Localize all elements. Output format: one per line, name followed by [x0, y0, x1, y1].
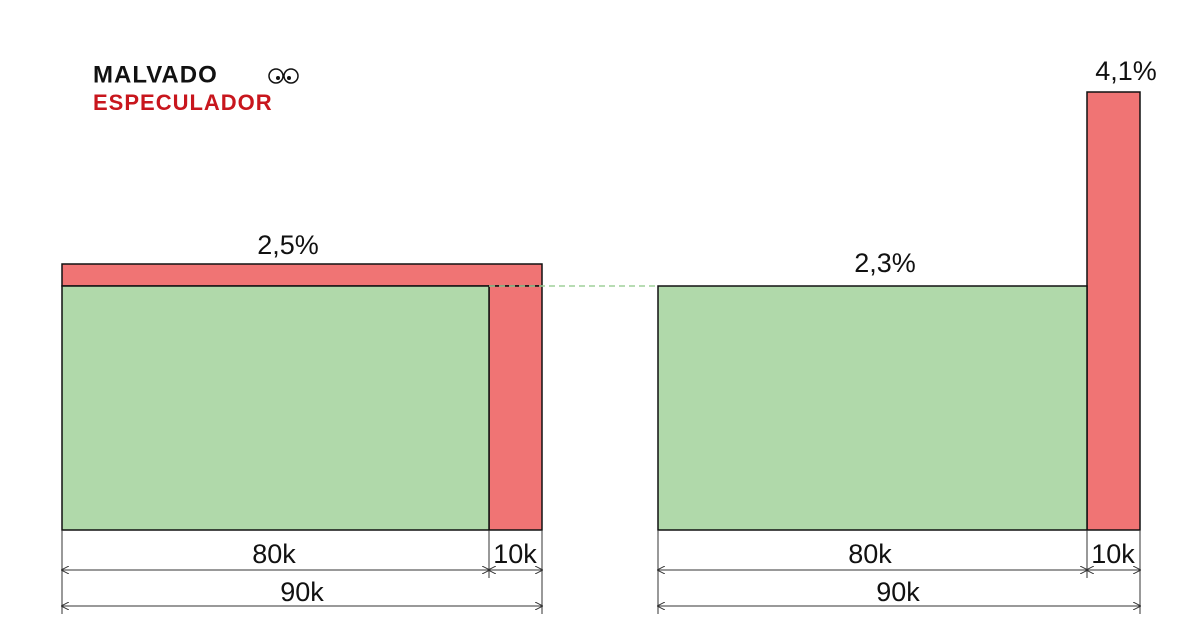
width-label: 80k: [252, 539, 296, 569]
logo-pupil: [276, 76, 280, 80]
extra-strip: [61, 263, 543, 287]
logo-line2: ESPECULADOR: [93, 90, 273, 115]
width-label: 10k: [493, 539, 537, 569]
logo: MALVADO ESPECULADOR: [93, 61, 299, 115]
rate-label: 4,1%: [1095, 56, 1157, 86]
logo-pupil: [287, 76, 291, 80]
logo-eye: [283, 68, 299, 84]
rate-label: 2,5%: [257, 230, 319, 260]
left-block: 2,5% 80k 10k 90k: [62, 230, 542, 614]
extra-column: [488, 285, 543, 531]
extra-column: [1086, 91, 1141, 531]
width-label: 90k: [876, 577, 920, 607]
width-label: 80k: [848, 539, 892, 569]
rate-label: 2,3%: [854, 248, 916, 278]
width-label: 90k: [280, 577, 324, 607]
main-area: [657, 285, 1088, 531]
right-block: 2,3% 4,1% 80k 10k 90k: [658, 56, 1157, 614]
width-label: 10k: [1091, 539, 1135, 569]
main-area: [61, 285, 490, 531]
logo-eye: [268, 68, 284, 84]
logo-line1: MALVADO: [93, 61, 218, 88]
